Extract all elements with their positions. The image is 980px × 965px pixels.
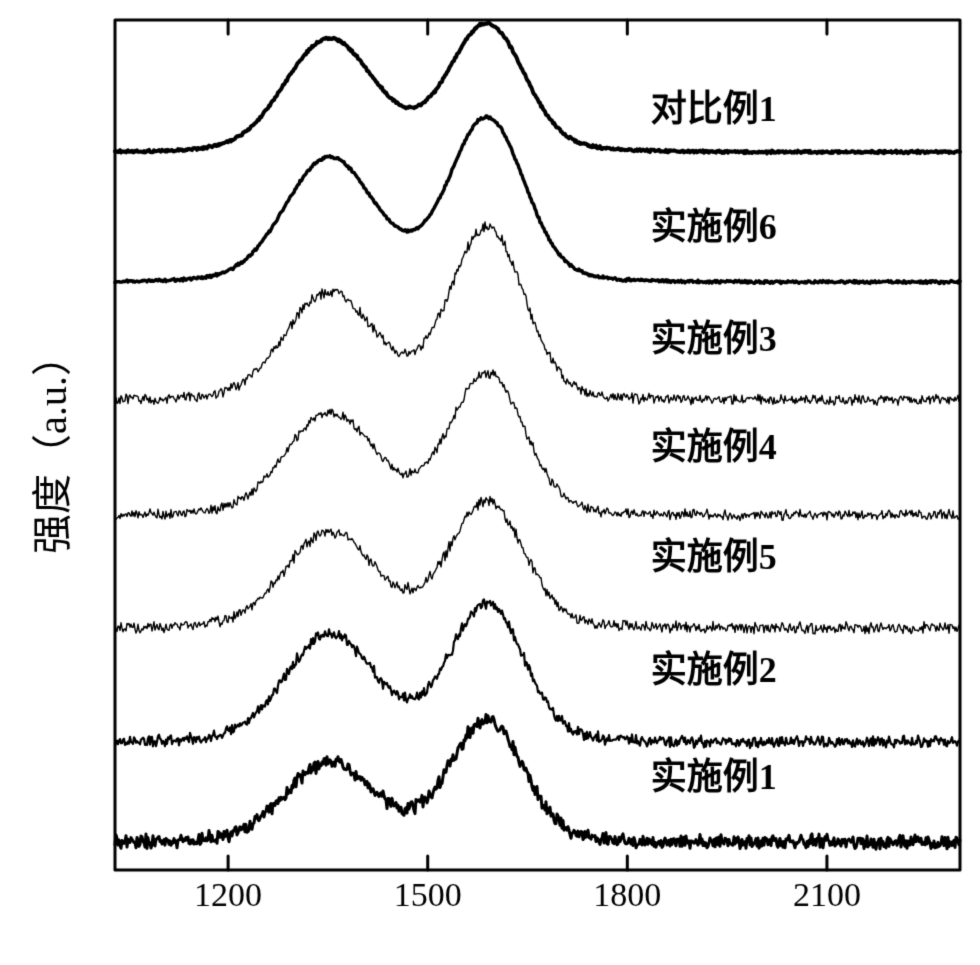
chart-canvas (0, 0, 980, 965)
raman-chart (0, 0, 980, 965)
